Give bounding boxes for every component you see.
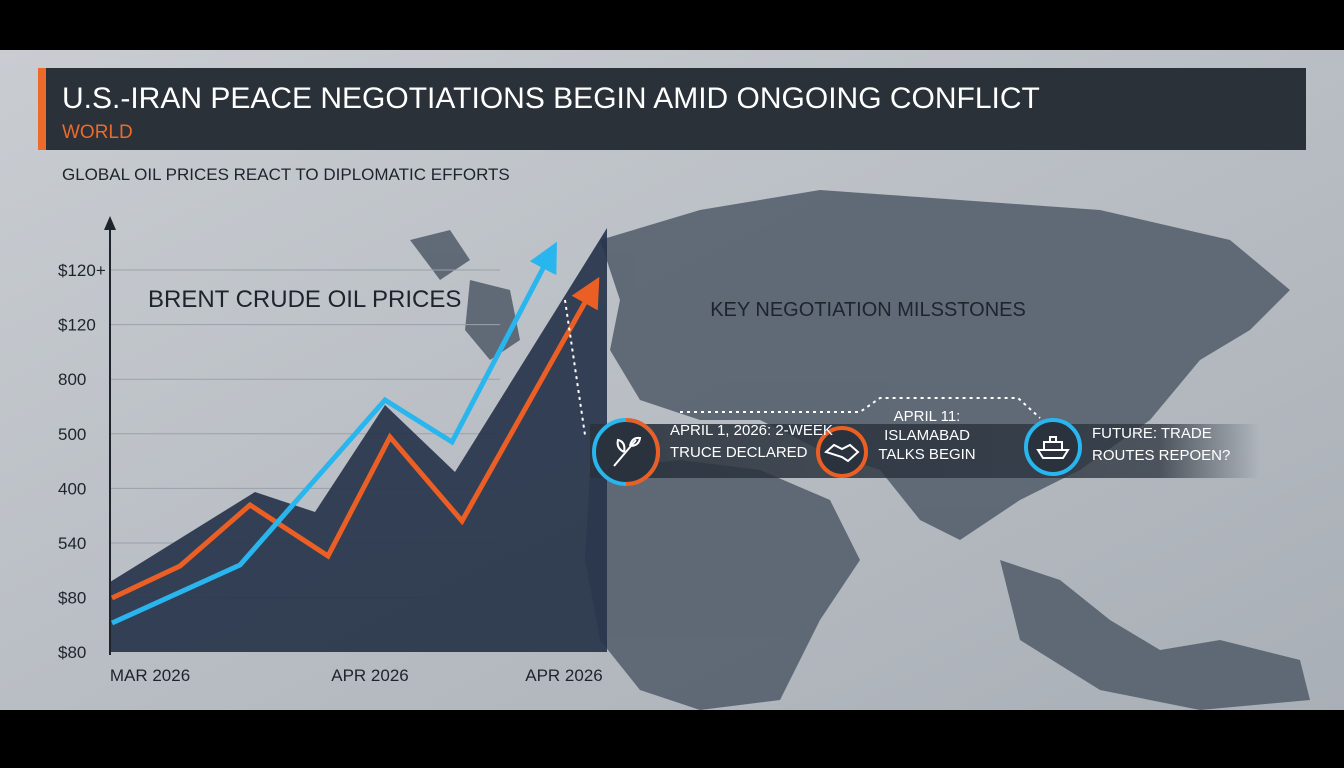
headline: U.S.-IRAN PEACE NEGOTIATIONS BEGIN AMID … [62,82,1040,115]
milestone-text: TRUCE DECLARED [670,444,808,461]
y-label: $120 [58,316,96,335]
y-label: 400 [58,479,86,498]
connector [680,397,1041,419]
y-labels: $120+ $120 800 500 400 540 $80 $80 [58,261,106,662]
milestone-icon-accent [625,418,660,486]
section-label: WORLD [62,122,133,143]
y-label: 540 [58,534,86,553]
connector [564,299,586,436]
milestone-text: ROUTES REPOEN? [1092,447,1230,464]
milestone-band [590,424,1260,478]
ship-icon [1036,436,1070,459]
header-bar [38,68,1306,150]
milestone-text: FUTURE: TRADE [1092,425,1212,442]
y-label: 500 [58,425,86,444]
orange-line [110,276,600,601]
x-label: APR 2026 [331,666,409,685]
leaf-icon [613,436,642,467]
x-label: MAR 2026 [110,666,190,685]
milestone-icon [816,426,868,478]
milestones-title: KEY NEGOTIATION MILSSTONES [710,299,1026,321]
milestone-text: TALKS BEGIN [878,446,975,463]
y-label: $80 [58,589,86,608]
blue-line [110,241,557,626]
chart-title: BRENT CRUDE OIL PRICES [148,286,461,313]
y-label: $120+ [58,261,106,280]
y-axis-arrow [104,216,116,230]
milestone-text: APRIL 11: [894,408,961,425]
y-label: $80 [58,643,86,662]
milestone-text: ISLAMABAD [884,427,970,444]
area [110,228,607,652]
subtitle: GLOBAL OIL PRICES REACT TO DIPLOMATIC EF… [62,165,510,184]
y-label: 800 [58,370,86,389]
x-label: APR 2026 [525,666,603,685]
header-accent [38,68,46,150]
milestone-icon [1024,418,1082,476]
milestone-texts: APRIL 1, 2026: 2-WEEK TRUCE DECLARED APRIL… [670,408,1230,464]
x-labels: MAR 2026 APR 2026 APR 2026 [110,666,603,685]
handshake-icon [823,443,860,463]
milestone-text: APRIL 1, 2026: 2-WEEK [670,422,833,439]
